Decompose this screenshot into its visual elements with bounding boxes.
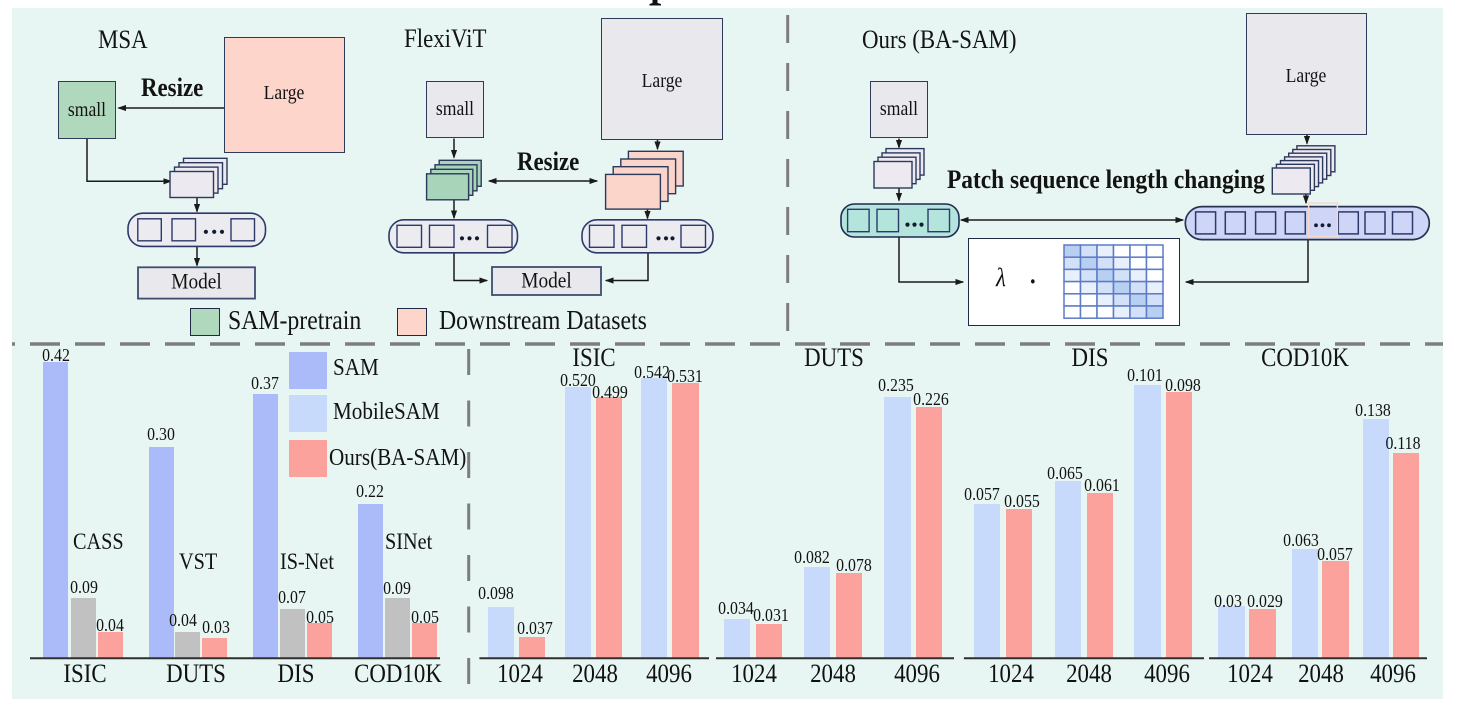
svg-text:Model: Model (171, 270, 222, 293)
svg-text:Model: Model (521, 269, 572, 292)
